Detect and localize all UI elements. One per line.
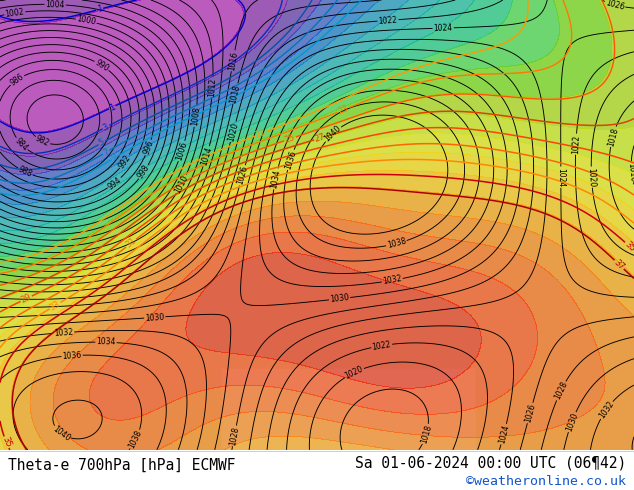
- Text: 1032: 1032: [597, 399, 616, 420]
- Text: 1: 1: [108, 102, 117, 112]
- Text: 986: 986: [8, 72, 25, 88]
- Text: 1036: 1036: [283, 149, 298, 171]
- Text: Theta-e 700hPa [hPa] ECMWF: Theta-e 700hPa [hPa] ECMWF: [8, 458, 235, 472]
- Text: 1020: 1020: [226, 121, 240, 142]
- Text: 35: 35: [0, 436, 13, 449]
- Text: 1020: 1020: [344, 365, 365, 381]
- Text: 1014: 1014: [199, 146, 214, 167]
- Text: 1016: 1016: [626, 162, 634, 182]
- Text: 982: 982: [34, 134, 51, 148]
- Text: 27: 27: [314, 132, 327, 144]
- Text: 31: 31: [124, 236, 138, 250]
- Text: 1026: 1026: [235, 165, 249, 186]
- Text: 1032: 1032: [54, 327, 74, 338]
- Text: 23: 23: [337, 104, 350, 116]
- Text: 1028: 1028: [553, 380, 569, 401]
- Text: 1010: 1010: [173, 173, 190, 195]
- Text: 5: 5: [97, 138, 107, 148]
- Text: ©weatheronline.co.uk: ©weatheronline.co.uk: [467, 475, 626, 488]
- Text: 1034: 1034: [269, 169, 282, 189]
- Text: 1026: 1026: [604, 0, 625, 12]
- Text: 1: 1: [96, 4, 103, 14]
- Text: 994: 994: [106, 175, 123, 191]
- Text: 1034: 1034: [96, 338, 116, 347]
- Text: 1032: 1032: [382, 274, 403, 286]
- Text: 1038: 1038: [127, 429, 144, 450]
- Text: 35: 35: [623, 240, 634, 253]
- Text: 1030: 1030: [145, 312, 165, 322]
- Text: 3: 3: [101, 122, 110, 132]
- Text: Sa 01-06-2024 00:00 UTC (06¶42): Sa 01-06-2024 00:00 UTC (06¶42): [355, 455, 626, 470]
- Text: 990: 990: [93, 58, 110, 73]
- Text: 1004: 1004: [45, 0, 65, 9]
- Text: 1036: 1036: [62, 350, 82, 361]
- Text: 1040: 1040: [323, 124, 343, 144]
- Text: 1028: 1028: [228, 426, 241, 446]
- Text: 9: 9: [110, 152, 119, 163]
- Text: 1018: 1018: [606, 126, 619, 147]
- Text: 25: 25: [283, 133, 296, 145]
- Text: 1012: 1012: [207, 77, 217, 97]
- Text: 1016: 1016: [227, 50, 239, 71]
- Text: 1038: 1038: [386, 237, 407, 250]
- Text: 1024: 1024: [497, 424, 510, 444]
- Text: 1020: 1020: [586, 167, 597, 187]
- Text: 1006: 1006: [175, 141, 189, 162]
- Text: 996: 996: [142, 139, 155, 156]
- Text: 1024: 1024: [556, 168, 566, 187]
- Text: 1024: 1024: [434, 24, 453, 33]
- Text: 984: 984: [13, 136, 30, 152]
- Text: 998: 998: [136, 163, 152, 180]
- Text: 1026: 1026: [523, 402, 537, 423]
- Text: 1018: 1018: [419, 424, 434, 444]
- Text: 1022: 1022: [378, 15, 398, 25]
- Text: 29: 29: [20, 293, 33, 305]
- Text: 37: 37: [612, 258, 626, 271]
- Text: 1022: 1022: [372, 340, 392, 352]
- Text: 1022: 1022: [571, 134, 581, 154]
- Text: 1002: 1002: [4, 7, 25, 19]
- Text: 1030: 1030: [564, 412, 579, 433]
- Text: 1040: 1040: [51, 424, 72, 443]
- Text: 988: 988: [16, 165, 34, 179]
- Text: 1030: 1030: [330, 293, 350, 304]
- Text: 33: 33: [48, 299, 62, 312]
- Text: 1008: 1008: [190, 106, 202, 126]
- Text: 7: 7: [101, 147, 110, 158]
- Text: 1000: 1000: [76, 15, 96, 27]
- Text: 21: 21: [254, 128, 268, 140]
- Text: 992: 992: [117, 153, 133, 170]
- Text: 1018: 1018: [229, 83, 242, 104]
